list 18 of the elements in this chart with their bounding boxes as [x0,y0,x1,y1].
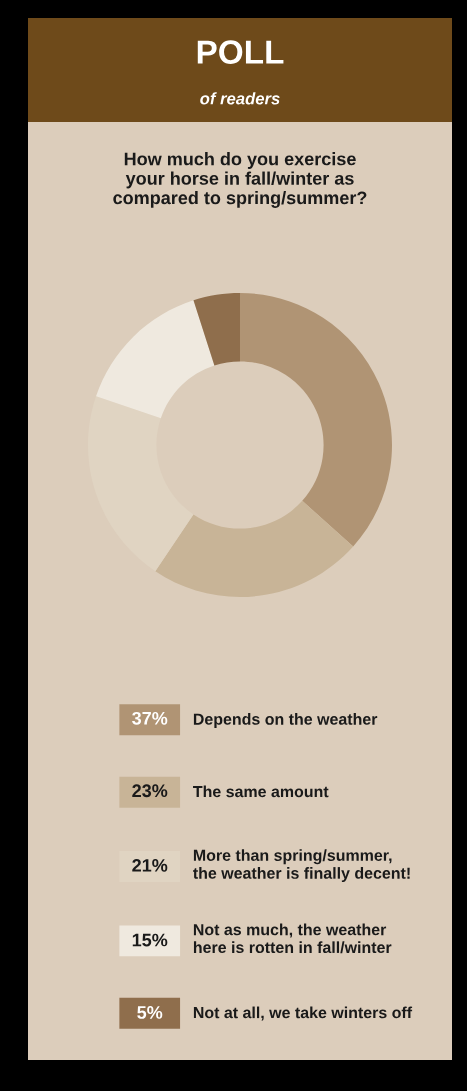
chart-title: POLL [197,40,284,64]
donut-slice [240,293,392,547]
data-label: 15% [132,933,168,947]
donut-slice [155,500,354,597]
data-label: 23% [132,784,168,798]
legend-label: Depends on the weather [193,713,378,728]
legend-label: More than spring/summer, the weather is finally decent! [193,849,410,882]
donut-slice [96,300,215,419]
donut-slice [88,396,194,572]
data-label: 5% [137,1006,163,1019]
text: How much do you exercise your horse in fall/winter as compared to spring/summer? [113,152,367,208]
legend-label: Not at all, we take winters off [193,1006,413,1021]
legend-label: The same amount [193,785,329,798]
legend-label: Not as much, the weather here is rotten in fall/winter [193,923,392,954]
data-label: 37% [132,711,168,725]
donut-slice [193,293,240,366]
data-label: 21% [132,858,168,872]
chart-subtitle: of readers [200,92,280,105]
